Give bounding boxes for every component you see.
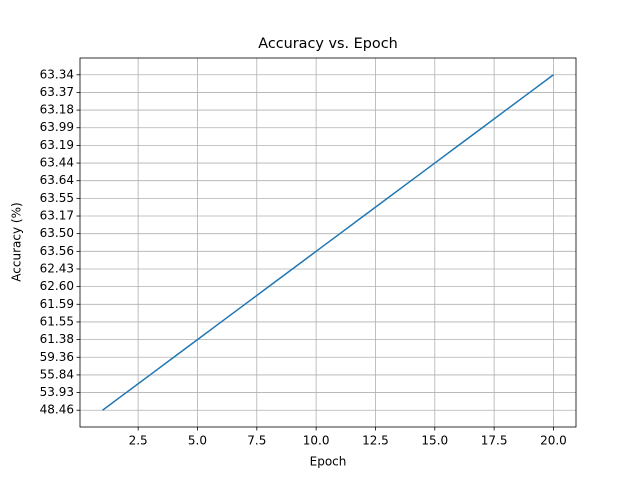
x-tick-label: 2.5 [129,434,148,448]
y-tick-label: 61.38 [40,332,74,346]
y-tick-label: 53.93 [40,385,74,399]
y-tick-label: 59.36 [40,350,74,364]
plot-frame [79,57,577,428]
x-tick-label: 17.5 [481,434,508,448]
y-axis-label: Accuracy (%) [10,202,24,281]
y-tick-label: 63.64 [40,173,74,187]
y-tick-label: 63.18 [40,103,74,117]
y-tick-label: 62.43 [40,261,74,275]
y-tick-label: 63.19 [40,138,74,152]
y-tick-label: 61.59 [40,297,74,311]
y-tick-label: 61.55 [40,314,74,328]
y-tick-label: 63.99 [40,120,74,134]
y-tick-label: 63.44 [40,156,74,170]
y-tick-label: 63.34 [40,67,74,81]
y-tick-label: 55.84 [40,367,74,381]
y-tick-label: 62.60 [40,279,74,293]
y-tick-label: 48.46 [40,403,74,417]
y-tick-label: 63.55 [40,191,74,205]
y-tick-label: 63.37 [40,85,74,99]
x-tick-label: 12.5 [362,434,389,448]
x-tick-label: 20.0 [540,434,567,448]
x-tick-label: 5.0 [188,434,207,448]
y-tick-label: 63.50 [40,226,74,240]
y-tick-label: 63.56 [40,244,74,258]
chart-title: Accuracy vs. Epoch [258,36,398,52]
x-tick-label: 10.0 [303,434,330,448]
x-axis-label: Epoch [310,455,347,469]
data-line [102,74,554,411]
x-tick-label: 7.5 [247,434,266,448]
y-tick-label: 63.17 [40,209,74,223]
x-tick-label: 15.0 [421,434,448,448]
